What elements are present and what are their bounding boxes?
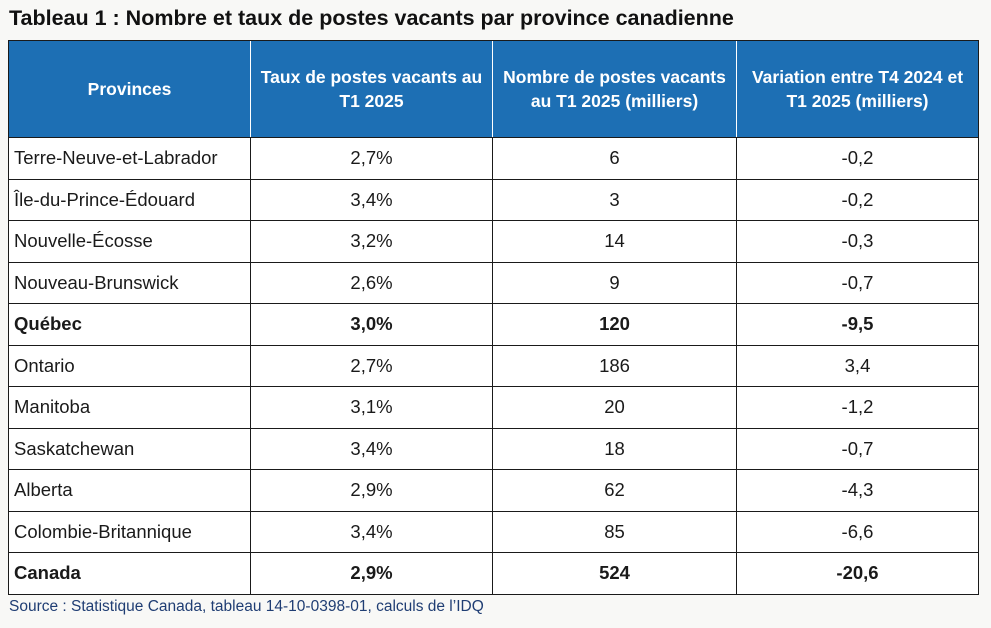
cell-variation: -6,6 (736, 510, 979, 553)
header-variation: Variation entre T4 2024 et T1 2025 (mill… (736, 40, 979, 138)
table-row: Colombie-Britannique 3,4% 85 -6,6 (8, 510, 979, 553)
cell-taux: 3,0% (250, 303, 493, 346)
table-row: Nouvelle-Écosse 3,2% 14 -0,3 (8, 220, 979, 263)
cell-nombre: 524 (492, 552, 737, 595)
cell-province: Ontario (8, 344, 251, 387)
table-title: Tableau 1 : Nombre et taux de postes vac… (9, 6, 734, 30)
table-row: Ontario 2,7% 186 3,4 (8, 344, 979, 387)
table-row: Nouveau-Brunswick 2,6% 9 -0,7 (8, 261, 979, 304)
data-table: Provinces Taux de postes vacants au T1 2… (8, 40, 979, 595)
table-row: Île-du-Prince-Édouard 3,4% 3 -0,2 (8, 178, 979, 221)
cell-nombre: 6 (492, 137, 737, 180)
cell-variation: -1,2 (736, 386, 979, 429)
cell-nombre: 62 (492, 469, 737, 512)
cell-variation: -20,6 (736, 552, 979, 595)
cell-nombre: 20 (492, 386, 737, 429)
cell-variation: -0,7 (736, 427, 979, 470)
cell-nombre: 18 (492, 427, 737, 470)
cell-province: Alberta (8, 469, 251, 512)
cell-province: Nouvelle-Écosse (8, 220, 251, 263)
cell-variation: -0,7 (736, 261, 979, 304)
table-row: Saskatchewan 3,4% 18 -0,7 (8, 427, 979, 470)
cell-nombre: 3 (492, 178, 737, 221)
cell-variation: -0,2 (736, 137, 979, 180)
cell-province: Québec (8, 303, 251, 346)
header-provinces: Provinces (8, 40, 251, 138)
cell-province: Manitoba (8, 386, 251, 429)
cell-nombre: 9 (492, 261, 737, 304)
cell-taux: 3,4% (250, 427, 493, 470)
cell-taux: 3,1% (250, 386, 493, 429)
header-row: Provinces Taux de postes vacants au T1 2… (8, 40, 979, 138)
cell-province: Nouveau-Brunswick (8, 261, 251, 304)
cell-province: Saskatchewan (8, 427, 251, 470)
cell-nombre: 120 (492, 303, 737, 346)
cell-taux: 2,7% (250, 344, 493, 387)
cell-province: Île-du-Prince-Édouard (8, 178, 251, 221)
cell-variation: -4,3 (736, 469, 979, 512)
cell-variation: 3,4 (736, 344, 979, 387)
table-row: Terre-Neuve-et-Labrador 2,7% 6 -0,2 (8, 137, 979, 180)
cell-taux: 3,4% (250, 178, 493, 221)
table-row: Canada 2,9% 524 -20,6 (8, 552, 979, 595)
cell-variation: -0,2 (736, 178, 979, 221)
cell-province: Terre-Neuve-et-Labrador (8, 137, 251, 180)
table-row: Québec 3,0% 120 -9,5 (8, 303, 979, 346)
cell-taux: 2,9% (250, 469, 493, 512)
header-taux: Taux de postes vacants au T1 2025 (250, 40, 493, 138)
header-nombre: Nombre de postes vacants au T1 2025 (mil… (492, 40, 737, 138)
cell-variation: -0,3 (736, 220, 979, 263)
cell-taux: 3,2% (250, 220, 493, 263)
cell-taux: 2,6% (250, 261, 493, 304)
cell-province: Colombie-Britannique (8, 510, 251, 553)
table-body: Terre-Neuve-et-Labrador 2,7% 6 -0,2 Île-du-P… (8, 137, 979, 595)
cell-nombre: 85 (492, 510, 737, 553)
source-note: Source : Statistique Canada, tableau 14-… (9, 598, 484, 615)
cell-province: Canada (8, 552, 251, 595)
table-header: Provinces Taux de postes vacants au T1 2… (8, 40, 979, 138)
cell-taux: 2,7% (250, 137, 493, 180)
cell-taux: 2,9% (250, 552, 493, 595)
cell-taux: 3,4% (250, 510, 493, 553)
cell-nombre: 186 (492, 344, 737, 387)
table-row: Alberta 2,9% 62 -4,3 (8, 469, 979, 512)
cell-nombre: 14 (492, 220, 737, 263)
table-row: Manitoba 3,1% 20 -1,2 (8, 386, 979, 429)
cell-variation: -9,5 (736, 303, 979, 346)
